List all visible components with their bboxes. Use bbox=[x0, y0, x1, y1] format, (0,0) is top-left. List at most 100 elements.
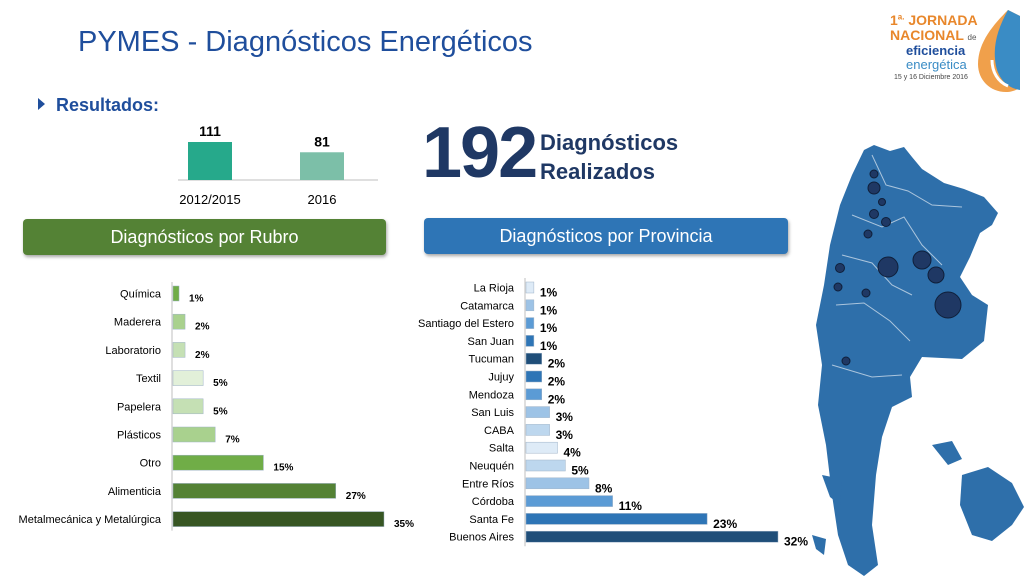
provincia-value-label: 2% bbox=[548, 392, 566, 406]
provincia-category-label: Tucuman bbox=[469, 354, 514, 366]
provincia-category-label: Salta bbox=[489, 443, 515, 455]
provincia-value-label: 4% bbox=[564, 446, 582, 460]
rubro-value-label: 7% bbox=[225, 435, 240, 446]
provincia-value-label: 1% bbox=[540, 339, 558, 353]
rubro-bar-chart: Química 1% Maderera 2% Laboratorio 2% Textil 5%… bbox=[19, 282, 414, 531]
years-bar bbox=[300, 152, 344, 180]
provincia-bar bbox=[525, 441, 558, 454]
provincia-value-label: 23% bbox=[713, 517, 737, 531]
total-diagnostics-number: 192 bbox=[422, 113, 538, 193]
map-markers bbox=[833, 169, 962, 366]
provincia-category-label: Santa Fe bbox=[469, 514, 514, 526]
provincia-banner: Diagnósticos por Provincia bbox=[424, 218, 788, 254]
provincia-value-label: 11% bbox=[619, 499, 643, 513]
rubro-bar bbox=[172, 454, 264, 471]
provincia-bar bbox=[525, 370, 542, 383]
years-value-label: 111 bbox=[199, 123, 221, 139]
argentina-map-shape bbox=[816, 145, 998, 576]
rubro-category-label: Papelera bbox=[117, 401, 162, 413]
provincia-category-label: San Juan bbox=[468, 336, 514, 348]
logo-line-1: 1a. JORNADA bbox=[890, 12, 978, 28]
provincia-category-label: Jujuy bbox=[488, 372, 514, 384]
rubro-bar bbox=[172, 313, 186, 330]
rubro-banner: Diagnósticos por Rubro bbox=[23, 219, 386, 255]
provincia-bar-chart: La Rioja 1% Catamarca 1% Santiago del Estero… bbox=[418, 278, 808, 549]
provincia-value-label: 3% bbox=[556, 410, 574, 424]
rubro-value-label: 2% bbox=[195, 350, 210, 361]
provincia-bar bbox=[525, 477, 590, 490]
rubro-bar bbox=[172, 370, 204, 386]
provincia-bar bbox=[525, 281, 535, 294]
rubro-category-label: Otro bbox=[140, 458, 161, 470]
rubro-category-label: Maderera bbox=[114, 317, 162, 329]
results-label: Resultados: bbox=[56, 95, 160, 115]
provincia-bar bbox=[525, 459, 566, 472]
provincia-bar bbox=[525, 530, 779, 543]
provincia-bar bbox=[525, 317, 535, 329]
provincia-category-label: San Luis bbox=[471, 407, 514, 419]
rubro-value-label: 1% bbox=[189, 294, 204, 305]
provincia-category-label: Santiago del Estero bbox=[418, 318, 514, 330]
years-bar-chart: 111 2012/2015 81 2016 bbox=[178, 123, 378, 207]
rubro-bar bbox=[172, 483, 337, 499]
rubro-value-label: 15% bbox=[273, 463, 293, 474]
rubro-bar bbox=[172, 342, 186, 358]
provincia-bar bbox=[525, 424, 550, 436]
total-label-line-1: Diagnósticos bbox=[540, 130, 679, 155]
rubro-category-label: Laboratorio bbox=[105, 345, 161, 357]
provincia-value-label: 1% bbox=[540, 321, 558, 335]
rubro-value-label: 5% bbox=[213, 406, 228, 417]
rubro-bar bbox=[172, 398, 204, 415]
provincia-category-label: Buenos Aires bbox=[449, 532, 514, 544]
rubro-value-label: 27% bbox=[346, 491, 366, 502]
provincia-bar bbox=[525, 513, 708, 525]
provincia-value-label: 1% bbox=[540, 286, 558, 300]
years-value-label: 81 bbox=[314, 133, 330, 149]
provincia-category-label: La Rioja bbox=[474, 283, 515, 295]
provincia-category-label: Mendoza bbox=[469, 389, 515, 401]
years-category-label: 2016 bbox=[308, 192, 337, 207]
rubro-category-label: Plásticos bbox=[117, 430, 162, 442]
event-logo: 1a. JORNADA NACIONAL de eficiencia energ… bbox=[872, 6, 1020, 92]
provincia-value-label: 2% bbox=[548, 375, 566, 389]
total-diagnostics-label: Diagnósticos Realizados bbox=[540, 128, 678, 186]
years-category-label: 2012/2015 bbox=[179, 192, 240, 207]
provincia-value-label: 8% bbox=[595, 481, 613, 495]
rubro-value-label: 5% bbox=[213, 378, 228, 389]
provincia-bar bbox=[525, 406, 550, 418]
provincia-value-label: 5% bbox=[571, 464, 589, 478]
drop-logo-icon bbox=[978, 10, 1020, 92]
provincia-category-label: Córdoba bbox=[472, 496, 515, 508]
logo-line-4: energética bbox=[906, 57, 967, 72]
provincia-category-label: Catamarca bbox=[460, 300, 515, 312]
provincia-bar bbox=[525, 335, 535, 347]
provincia-value-label: 3% bbox=[556, 428, 574, 442]
rubro-category-label: Alimenticia bbox=[108, 486, 162, 498]
page-title: PYMES - Diagnósticos Energéticos bbox=[78, 26, 533, 58]
years-bar bbox=[188, 142, 232, 180]
argentina-map bbox=[812, 145, 1024, 576]
provincia-bar bbox=[525, 299, 535, 312]
provincia-value-label: 32% bbox=[784, 535, 808, 549]
provincia-bar bbox=[525, 388, 542, 401]
rubro-category-label: Química bbox=[120, 289, 162, 301]
provincia-bar bbox=[525, 352, 542, 365]
logo-line-3: eficiencia bbox=[906, 43, 966, 58]
provincia-category-label: CABA bbox=[484, 425, 515, 437]
total-label-line-2: Realizados bbox=[540, 159, 655, 184]
provincia-bar bbox=[525, 495, 613, 507]
rubro-bar bbox=[172, 285, 180, 302]
provincia-category-label: Entre Ríos bbox=[462, 478, 514, 490]
results-bullet: Resultados: bbox=[38, 95, 159, 116]
rubro-category-label: Metalmecánica y Metalúrgica bbox=[19, 514, 162, 526]
provincia-category-label: Neuquén bbox=[469, 461, 514, 473]
logo-date: 15 y 16 Diciembre 2016 bbox=[894, 74, 968, 81]
rubro-bar bbox=[172, 426, 216, 443]
provincia-value-label: 1% bbox=[540, 303, 558, 317]
rubro-category-label: Textil bbox=[136, 373, 161, 385]
bullet-arrow-icon bbox=[38, 98, 45, 110]
provincia-value-label: 2% bbox=[548, 357, 566, 371]
rubro-bar bbox=[172, 511, 385, 527]
rubro-value-label: 2% bbox=[195, 322, 210, 333]
logo-line-2: NACIONAL de bbox=[890, 27, 977, 43]
